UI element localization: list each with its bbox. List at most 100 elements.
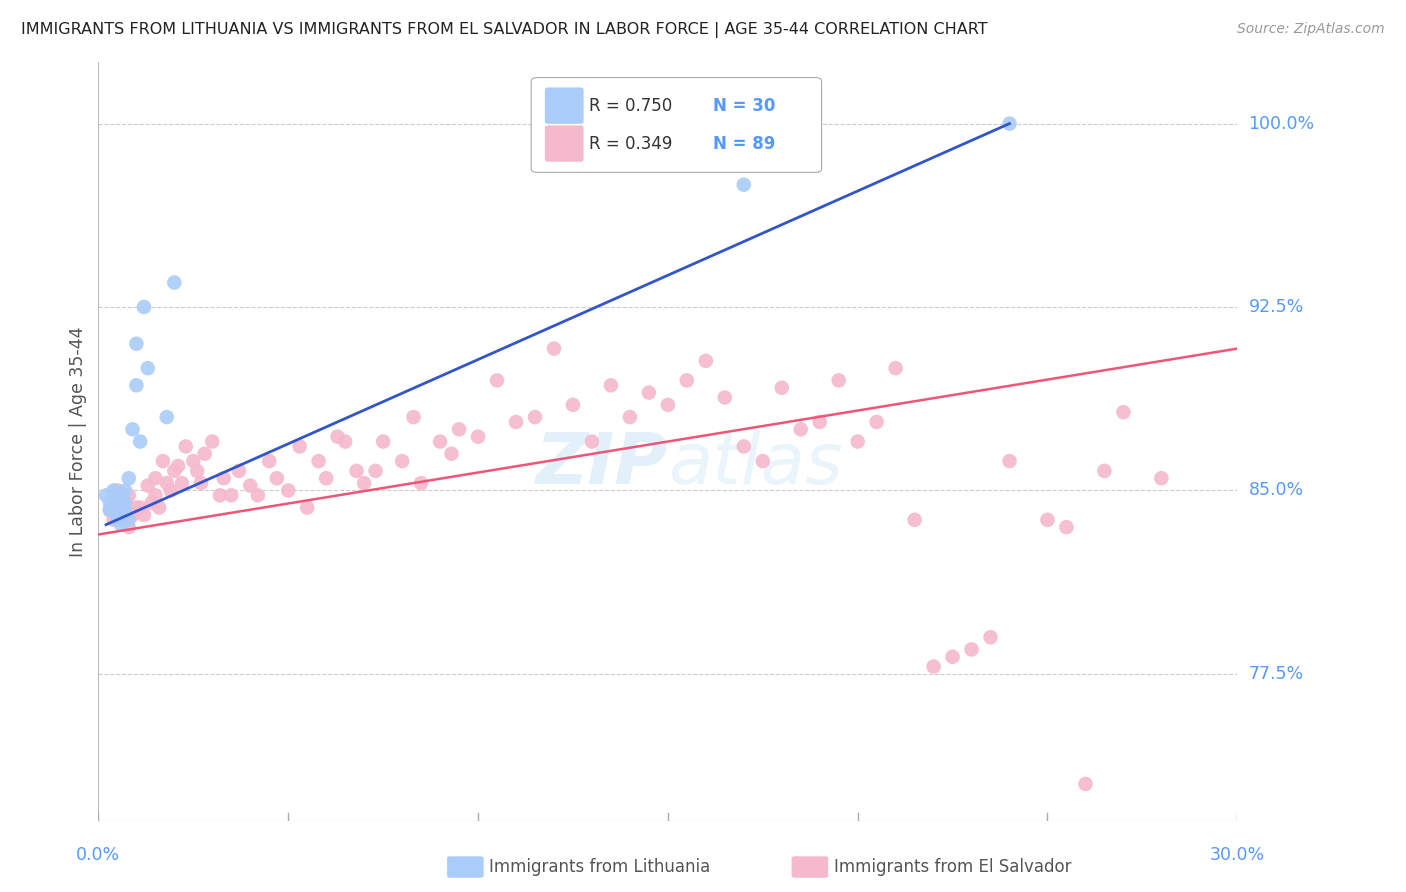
Point — [922, 659, 945, 673]
Point — [118, 513, 141, 527]
Point — [714, 391, 737, 405]
Point — [979, 630, 1001, 644]
Point — [884, 361, 907, 376]
Point — [98, 496, 121, 510]
Text: 100.0%: 100.0% — [1249, 114, 1315, 133]
Point — [212, 471, 235, 485]
Point — [136, 478, 159, 492]
Point — [440, 447, 463, 461]
Point — [156, 476, 179, 491]
Point — [326, 430, 349, 444]
Point — [110, 500, 132, 515]
Text: 30.0%: 30.0% — [1209, 846, 1265, 863]
Point — [733, 178, 755, 192]
Point — [94, 488, 117, 502]
Point — [103, 500, 125, 515]
Point — [110, 513, 132, 527]
Point — [266, 471, 288, 485]
Point — [1112, 405, 1135, 419]
Point — [145, 471, 167, 485]
Point — [132, 300, 155, 314]
Point — [429, 434, 451, 449]
Point — [110, 517, 132, 532]
Point — [194, 447, 217, 461]
Text: atlas: atlas — [668, 430, 842, 499]
Point — [163, 464, 186, 478]
Point — [676, 373, 699, 387]
Point — [335, 434, 357, 449]
Point — [174, 439, 197, 453]
Point — [543, 342, 565, 356]
Point — [110, 488, 132, 502]
Point — [186, 464, 208, 478]
Text: IMMIGRANTS FROM LITHUANIA VS IMMIGRANTS FROM EL SALVADOR IN LABOR FORCE | AGE 35: IMMIGRANTS FROM LITHUANIA VS IMMIGRANTS … — [21, 22, 987, 38]
Text: 92.5%: 92.5% — [1249, 298, 1303, 316]
Point — [125, 336, 148, 351]
Point — [156, 410, 179, 425]
Point — [114, 496, 136, 510]
Point — [733, 439, 755, 453]
Point — [110, 508, 132, 522]
Point — [167, 458, 190, 473]
Point — [103, 483, 125, 498]
Point — [132, 508, 155, 522]
Point — [828, 373, 851, 387]
Point — [107, 483, 129, 498]
Point — [118, 471, 141, 485]
Point — [152, 454, 174, 468]
Point — [163, 276, 186, 290]
Point — [524, 410, 547, 425]
Point — [125, 378, 148, 392]
Point — [411, 476, 433, 491]
Point — [581, 434, 603, 449]
Point — [148, 500, 170, 515]
Point — [107, 488, 129, 502]
Text: Immigrants from El Salvador: Immigrants from El Salvador — [834, 858, 1071, 876]
Text: 77.5%: 77.5% — [1249, 665, 1303, 683]
Point — [998, 454, 1021, 468]
Point — [259, 454, 281, 468]
Point — [107, 500, 129, 515]
Point — [1150, 471, 1173, 485]
Point — [121, 508, 143, 522]
Point — [657, 398, 679, 412]
Point — [190, 476, 212, 491]
Text: R = 0.349: R = 0.349 — [589, 135, 672, 153]
Point — [129, 500, 152, 515]
Text: ZIP: ZIP — [536, 430, 668, 499]
Point — [308, 454, 330, 468]
Point — [201, 434, 224, 449]
Point — [846, 434, 869, 449]
Text: R = 0.750: R = 0.750 — [589, 96, 672, 115]
Point — [346, 464, 368, 478]
Point — [1094, 464, 1116, 478]
Point — [619, 410, 641, 425]
Point — [449, 422, 471, 436]
Point — [145, 488, 167, 502]
Point — [960, 642, 983, 657]
Point — [125, 500, 148, 515]
Point — [98, 503, 121, 517]
Point — [114, 496, 136, 510]
Point — [103, 513, 125, 527]
Point — [103, 493, 125, 508]
Point — [315, 471, 337, 485]
Point — [752, 454, 775, 468]
Point — [118, 520, 141, 534]
Text: Source: ZipAtlas.com: Source: ZipAtlas.com — [1237, 22, 1385, 37]
Point — [998, 117, 1021, 131]
Point — [288, 439, 311, 453]
Point — [353, 476, 375, 491]
Point — [1074, 777, 1097, 791]
Point — [118, 488, 141, 502]
Text: N = 30: N = 30 — [713, 96, 776, 115]
Point — [239, 478, 262, 492]
Text: 85.0%: 85.0% — [1249, 482, 1303, 500]
Point — [600, 378, 623, 392]
Point — [402, 410, 425, 425]
Point — [107, 513, 129, 527]
Text: N = 89: N = 89 — [713, 135, 776, 153]
Point — [277, 483, 299, 498]
Point — [562, 398, 585, 412]
Point — [371, 434, 394, 449]
